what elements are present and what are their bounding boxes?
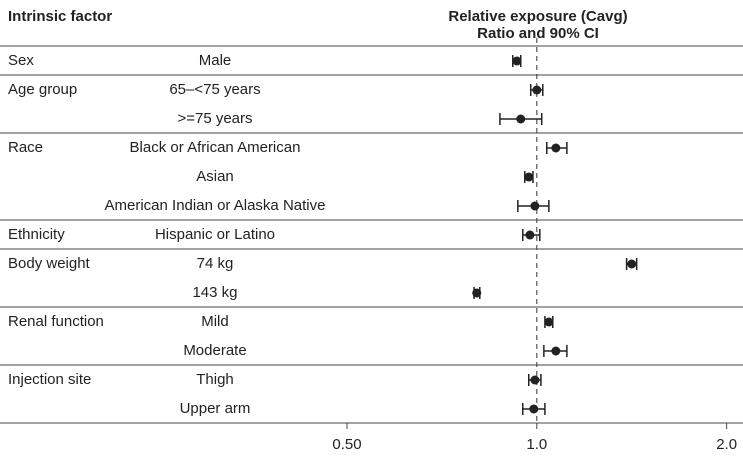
row-label: 143 kg xyxy=(192,284,237,301)
row-label: Upper arm xyxy=(180,400,251,417)
row-label: American Indian or Alaska Native xyxy=(105,197,326,214)
group-label: Race xyxy=(8,139,43,156)
column-title: Intrinsic factor xyxy=(8,8,112,25)
x-tick-label: 1.0 xyxy=(526,436,547,453)
row-label: 65–<75 years xyxy=(169,81,260,98)
group-label: Injection site xyxy=(8,371,91,388)
point-estimate xyxy=(524,172,534,182)
row-label: Moderate xyxy=(183,342,246,359)
row-label: Male xyxy=(199,52,232,69)
point-estimate xyxy=(551,346,561,356)
point-estimate xyxy=(532,85,542,95)
point-estimate xyxy=(544,317,554,327)
row-label: 74 kg xyxy=(197,255,234,272)
point-estimate xyxy=(529,404,539,414)
row-label: Hispanic or Latino xyxy=(155,226,275,243)
x-tick-label: 0.50 xyxy=(332,436,361,453)
point-estimate xyxy=(512,56,522,66)
point-estimate xyxy=(525,230,535,240)
x-tick-label: 2.0 xyxy=(716,436,737,453)
group-label: Body weight xyxy=(8,255,91,272)
group-label: Sex xyxy=(8,52,34,69)
group-label: Renal function xyxy=(8,313,104,330)
row-label: Black or African American xyxy=(130,139,301,156)
point-estimate xyxy=(530,201,540,211)
group-label: Age group xyxy=(8,81,77,98)
row-label: Asian xyxy=(196,168,234,185)
point-estimate xyxy=(551,143,561,153)
point-estimate xyxy=(472,288,482,298)
x-axis-subtitle: Ratio and 90% CI xyxy=(477,25,599,42)
row-label: Mild xyxy=(201,313,229,330)
point-estimate xyxy=(530,375,540,385)
row-label: Thigh xyxy=(196,371,234,388)
x-axis-title: Relative exposure (Cavg) xyxy=(448,8,627,25)
group-label: Ethnicity xyxy=(8,226,65,243)
row-label: >=75 years xyxy=(177,110,252,127)
point-estimate xyxy=(516,114,526,124)
point-estimate xyxy=(627,259,637,269)
